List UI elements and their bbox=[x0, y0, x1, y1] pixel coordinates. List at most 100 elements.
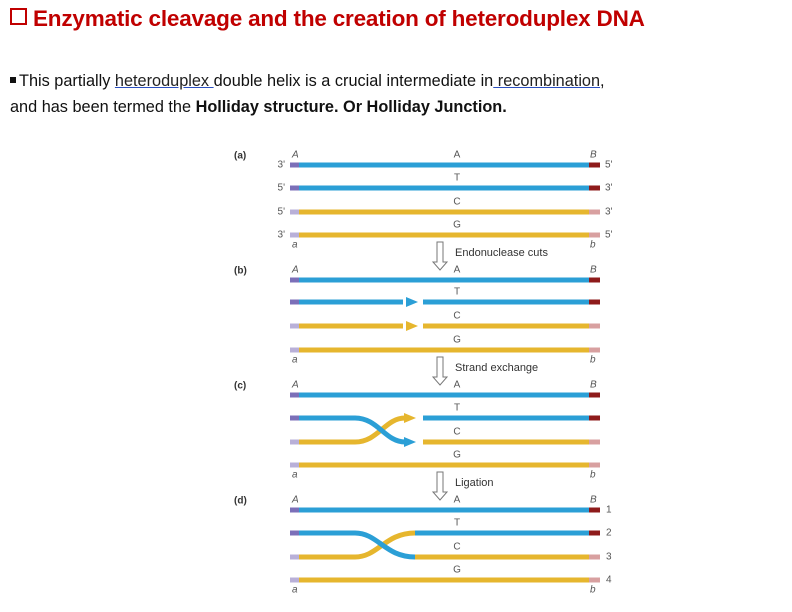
strand-end bbox=[290, 323, 299, 329]
end-label: B bbox=[590, 495, 597, 506]
strand-end bbox=[290, 554, 299, 560]
strand-letter: C bbox=[453, 542, 460, 553]
strand-end bbox=[589, 392, 600, 398]
strand-letter: A bbox=[454, 495, 461, 506]
strand-end bbox=[290, 347, 299, 353]
text-run: , bbox=[600, 72, 605, 90]
panel-label: (b) bbox=[234, 266, 247, 277]
strand-end bbox=[290, 162, 299, 168]
title-text: Enzymatic cleavage and the creation of h… bbox=[33, 6, 645, 31]
body-text: This partially heteroduplex double helix… bbox=[10, 68, 605, 120]
bullet bbox=[10, 77, 16, 83]
dna-strand bbox=[290, 530, 416, 560]
strand-end bbox=[589, 209, 600, 215]
polarity-label: 5' bbox=[605, 230, 613, 241]
strand-end bbox=[290, 232, 299, 238]
strand-end bbox=[290, 439, 299, 445]
strand-end bbox=[589, 323, 600, 329]
step-arrow bbox=[431, 241, 449, 271]
strand-letter: T bbox=[454, 403, 460, 414]
slide-title: Enzymatic cleavage and the creation of h… bbox=[10, 6, 645, 32]
strand-number: 1 bbox=[606, 505, 612, 516]
strand-end bbox=[589, 232, 600, 238]
strand-letter: T bbox=[454, 173, 460, 184]
link[interactable]: heteroduplex bbox=[114, 72, 214, 90]
strand-end bbox=[290, 277, 299, 283]
strand-end bbox=[290, 299, 299, 305]
strand-end bbox=[589, 162, 600, 168]
dna-strand bbox=[290, 530, 416, 560]
strand-end bbox=[589, 347, 600, 353]
polarity-label: 3' bbox=[278, 230, 286, 241]
dna-strand bbox=[290, 415, 406, 445]
link[interactable]: recombination bbox=[493, 72, 601, 90]
strand-letter: G bbox=[453, 220, 461, 231]
cut-arrowhead bbox=[404, 413, 416, 423]
text-line: and has been termed the Holliday structu… bbox=[10, 94, 605, 120]
strand-end bbox=[290, 185, 299, 191]
strand-end bbox=[589, 185, 600, 191]
end-label: b bbox=[590, 470, 596, 481]
strand-letter: A bbox=[454, 265, 461, 276]
strand-letter: G bbox=[453, 335, 461, 346]
end-label: A bbox=[291, 150, 299, 161]
strand-end bbox=[589, 415, 600, 421]
strand-end bbox=[589, 439, 600, 445]
strand-letter: A bbox=[454, 150, 461, 161]
end-label: a bbox=[292, 240, 298, 251]
polarity-label: 3' bbox=[605, 207, 613, 218]
text-run: This partially bbox=[19, 72, 115, 90]
end-label: b bbox=[590, 355, 596, 366]
dna-strand bbox=[290, 415, 406, 445]
polarity-label: 5' bbox=[278, 207, 286, 218]
strand-letter: C bbox=[453, 311, 460, 322]
end-label: A bbox=[291, 380, 299, 391]
strand-end bbox=[290, 462, 299, 468]
step-label: Endonuclease cuts bbox=[455, 247, 548, 259]
panel-label: (c) bbox=[234, 381, 246, 392]
end-label: b bbox=[590, 585, 596, 596]
step-label: Strand exchange bbox=[455, 362, 538, 374]
strand-end bbox=[290, 507, 299, 513]
title-bullet bbox=[10, 8, 27, 25]
strand-end bbox=[290, 392, 299, 398]
text-line: This partially heteroduplex double helix… bbox=[10, 68, 605, 94]
step-arrow bbox=[431, 471, 449, 501]
strand-end bbox=[589, 530, 600, 536]
polarity-label: 3' bbox=[605, 183, 613, 194]
end-label: A bbox=[291, 265, 299, 276]
step-label: Ligation bbox=[455, 477, 494, 489]
end-label: b bbox=[590, 240, 596, 251]
strand-end bbox=[290, 415, 299, 421]
strand-end bbox=[589, 554, 600, 560]
strand-end bbox=[589, 277, 600, 283]
strand-number: 4 bbox=[606, 575, 612, 586]
strand-letter: T bbox=[454, 518, 460, 529]
strand-end bbox=[589, 507, 600, 513]
polarity-label: 5' bbox=[605, 160, 613, 171]
strand-end bbox=[589, 299, 600, 305]
polarity-label: 5' bbox=[278, 183, 286, 194]
polarity-label: 3' bbox=[278, 160, 286, 171]
strand-letter: G bbox=[453, 565, 461, 576]
end-label: a bbox=[292, 470, 298, 481]
strand-letter: T bbox=[454, 287, 460, 298]
strand-letter: C bbox=[453, 427, 460, 438]
end-label: a bbox=[292, 355, 298, 366]
text-run: Holliday structure. Or Holliday Junction… bbox=[195, 98, 507, 116]
end-label: a bbox=[292, 585, 298, 596]
cut-arrowhead bbox=[406, 321, 418, 331]
strand-end bbox=[589, 462, 600, 468]
text-run: and has been termed the bbox=[10, 98, 196, 116]
end-label: B bbox=[590, 265, 597, 276]
step-arrow bbox=[431, 356, 449, 386]
strand-end bbox=[290, 577, 299, 583]
end-label: B bbox=[590, 150, 597, 161]
end-label: A bbox=[291, 495, 299, 506]
panel-label: (d) bbox=[234, 496, 247, 507]
cut-arrowhead bbox=[404, 437, 416, 447]
strand-end bbox=[589, 577, 600, 583]
text-run: double helix is a crucial intermediate i… bbox=[213, 72, 494, 90]
